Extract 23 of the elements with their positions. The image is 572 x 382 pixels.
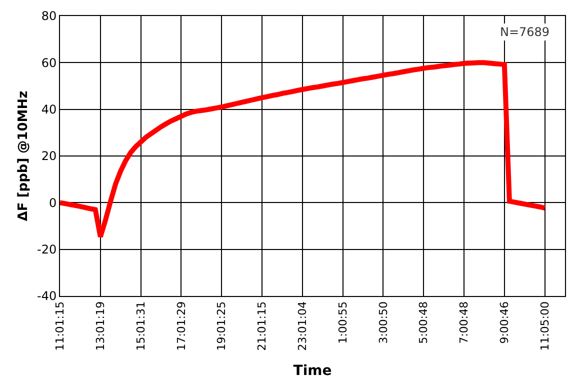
x-tick-label: 13:01:19 <box>94 301 107 351</box>
x-tick-label: 3:00:50 <box>376 301 390 344</box>
x-tick-label: 23:01:04 <box>296 301 309 351</box>
y-axis-title: ΔF [ppb] @10MHz <box>16 90 31 222</box>
x-tick-label: 17:01:29 <box>174 301 188 351</box>
x-tick-label: 15:01:31 <box>134 301 148 351</box>
x-tick-label: 11:01:15 <box>54 301 67 351</box>
x-tick-label: 1:00:55 <box>336 301 350 344</box>
x-tick-label: 5:00:48 <box>417 301 430 344</box>
y-tick-label: -40 <box>36 289 57 304</box>
y-tick-label: 60 <box>41 56 57 70</box>
x-tick-label: 19:01:25 <box>215 301 228 351</box>
y-tick-label: 40 <box>41 102 57 117</box>
y-tick-label: 0 <box>48 196 57 210</box>
x-tick-label: 21:01:15 <box>256 301 269 351</box>
annotation: N=7689 <box>500 25 550 39</box>
x-tick-label: 11:05:00 <box>538 301 552 351</box>
x-tick-label: 7:00:48 <box>458 301 471 344</box>
y-tick-label: 20 <box>41 149 57 164</box>
y-tick-label: -20 <box>36 242 57 257</box>
x-axis-title: Time <box>293 363 332 380</box>
x-tick-label: 9:00:46 <box>498 301 511 344</box>
y-tick-label: 80 <box>41 9 57 24</box>
